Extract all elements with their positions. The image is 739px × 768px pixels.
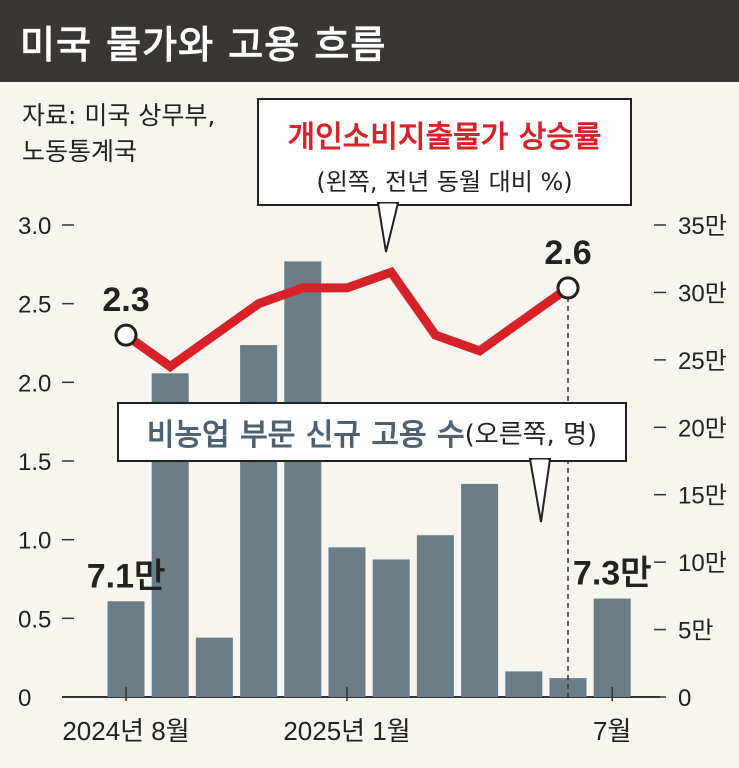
left-tick-label: 2.0 <box>18 370 51 397</box>
x-tick-label: 2024년 8월 <box>62 716 189 746</box>
left-tick-label: 0.5 <box>18 606 51 633</box>
right-tick-label: 10만 <box>678 550 727 577</box>
left-tick-label: 2.5 <box>18 292 51 319</box>
jobs-callout-subtitle: (오른쪽, 명) <box>464 419 598 450</box>
source-line-1: 자료: 미국 상무부, <box>22 101 216 130</box>
right-tick-label: 35만 <box>678 213 727 240</box>
bar <box>461 483 499 697</box>
pce-callout: 개인소비지출물가 상승률 (왼쪽, 전년 동월 대비 %) <box>257 98 632 206</box>
left-axis: 0 0.5 1.0 1.5 2.0 2.5 3.0 <box>18 213 74 712</box>
right-tick-label: 25만 <box>678 348 727 375</box>
x-tick-label: 2025년 1월 <box>283 716 410 746</box>
left-tick-label: 1.5 <box>18 449 51 476</box>
line-series <box>114 266 580 373</box>
left-tick-label: 1.0 <box>18 528 51 555</box>
bar-data-label: 7.1만 <box>87 557 166 595</box>
x-tick-label: 7월 <box>593 716 631 746</box>
right-tick-label: 0 <box>678 685 691 712</box>
bar <box>107 601 145 697</box>
line-point-marker <box>114 323 138 347</box>
bar <box>372 559 410 697</box>
bar-data-label: 7.3만 <box>573 555 652 593</box>
source-note: 자료: 미국 상무부, 노동통계국 <box>22 98 215 170</box>
bar <box>505 671 543 697</box>
bar <box>240 345 278 697</box>
right-tick-label: 5만 <box>678 618 713 645</box>
chart-title: 미국 물가와 고용 흐름 <box>0 0 739 82</box>
left-tick-label: 0 <box>18 685 31 712</box>
pce-line <box>123 266 571 373</box>
right-tick-label: 15만 <box>678 483 727 510</box>
bar <box>593 598 631 697</box>
bar <box>284 261 322 697</box>
x-axis-ticks: 2024년 8월 2025년 1월 7월 <box>62 687 631 746</box>
bar <box>195 637 233 697</box>
jobs-callout-title: 비농업 부문 신규 고용 수 <box>146 418 465 453</box>
pce-callout-subtitle: (왼쪽, 전년 동월 대비 %) <box>316 168 573 196</box>
bar <box>328 547 366 697</box>
left-tick-label: 3.0 <box>18 213 51 240</box>
source-line-2: 노동통계국 <box>22 137 138 166</box>
data-labels: 2.3 2.6 7.1만 7.3만 <box>87 234 652 595</box>
line-point-marker <box>556 276 580 300</box>
jobs-callout: 비농업 부문 신규 고용 수 (오른쪽, 명) <box>117 402 627 462</box>
right-axis: 0 5만 10만 15만 20만 25만 30만 35만 <box>654 213 727 712</box>
line-data-label: 2.3 <box>102 281 149 319</box>
pce-callout-title: 개인소비지출물가 상승률 <box>287 120 602 155</box>
right-tick-label: 30만 <box>678 280 727 307</box>
right-tick-label: 20만 <box>678 415 727 442</box>
line-data-label: 2.6 <box>544 234 591 272</box>
bar <box>416 535 454 697</box>
bar-series <box>107 261 631 697</box>
